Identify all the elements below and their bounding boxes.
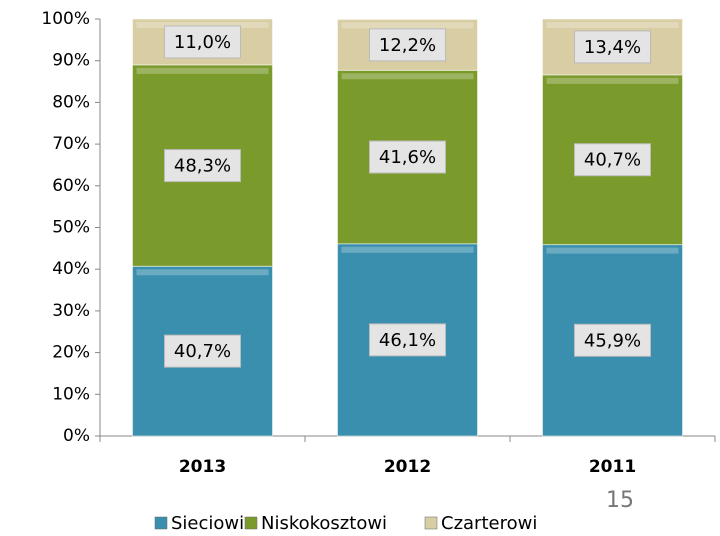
x-tick-label: 2012 bbox=[384, 457, 431, 477]
bar-segment bbox=[337, 18, 478, 71]
bar-shine bbox=[136, 67, 269, 74]
y-tick-label: 20% bbox=[52, 343, 90, 363]
y-tick-label: 0% bbox=[63, 426, 90, 446]
bar-shine bbox=[341, 73, 474, 80]
bar-shine bbox=[341, 22, 474, 29]
label-box bbox=[574, 323, 651, 357]
bar-shine bbox=[136, 269, 269, 276]
legend-label: Sieciowi bbox=[171, 513, 244, 534]
x-tick-label: 2011 bbox=[589, 457, 636, 477]
data-label: 13,4% bbox=[584, 37, 641, 58]
legend-swatch bbox=[154, 516, 168, 530]
x-tick-label: 2013 bbox=[179, 457, 226, 477]
legend-label: Niskokosztowi bbox=[261, 513, 387, 534]
bar-shine bbox=[136, 22, 269, 28]
data-label: 12,2% bbox=[379, 35, 436, 56]
data-label: 45,9% bbox=[584, 330, 641, 351]
data-label: 40,7% bbox=[584, 150, 641, 171]
y-tick-label: 50% bbox=[52, 218, 90, 238]
y-tick-label: 60% bbox=[52, 176, 90, 196]
y-tick-label: 30% bbox=[52, 301, 90, 321]
y-tick-label: 40% bbox=[52, 259, 90, 279]
data-label: 41,6% bbox=[379, 147, 436, 168]
y-tick-label: 90% bbox=[52, 51, 90, 71]
legend-swatch bbox=[244, 516, 258, 530]
label-box bbox=[164, 334, 241, 368]
label-box bbox=[369, 28, 446, 62]
label-box bbox=[574, 30, 651, 64]
legend-swatch bbox=[424, 516, 438, 530]
bar-shine bbox=[341, 246, 474, 253]
y-tick-label: 80% bbox=[52, 92, 90, 112]
bar-shine bbox=[546, 77, 679, 84]
page-number: 15 bbox=[606, 488, 634, 513]
label-box bbox=[369, 323, 446, 357]
y-tick-label: 70% bbox=[52, 134, 90, 154]
data-label: 11,0% bbox=[174, 32, 231, 53]
y-tick-label: 100% bbox=[41, 9, 90, 29]
data-label: 48,3% bbox=[174, 156, 231, 177]
label-box bbox=[369, 140, 446, 174]
y-tick-label: 10% bbox=[52, 384, 90, 404]
bar-shine bbox=[546, 247, 679, 254]
bar-shine bbox=[546, 22, 679, 28]
label-box bbox=[164, 25, 241, 59]
label-box bbox=[164, 149, 241, 183]
label-box bbox=[574, 143, 651, 177]
data-label: 46,1% bbox=[379, 330, 436, 351]
data-label: 40,7% bbox=[174, 341, 231, 362]
legend-label: Czarterowi bbox=[441, 513, 537, 534]
